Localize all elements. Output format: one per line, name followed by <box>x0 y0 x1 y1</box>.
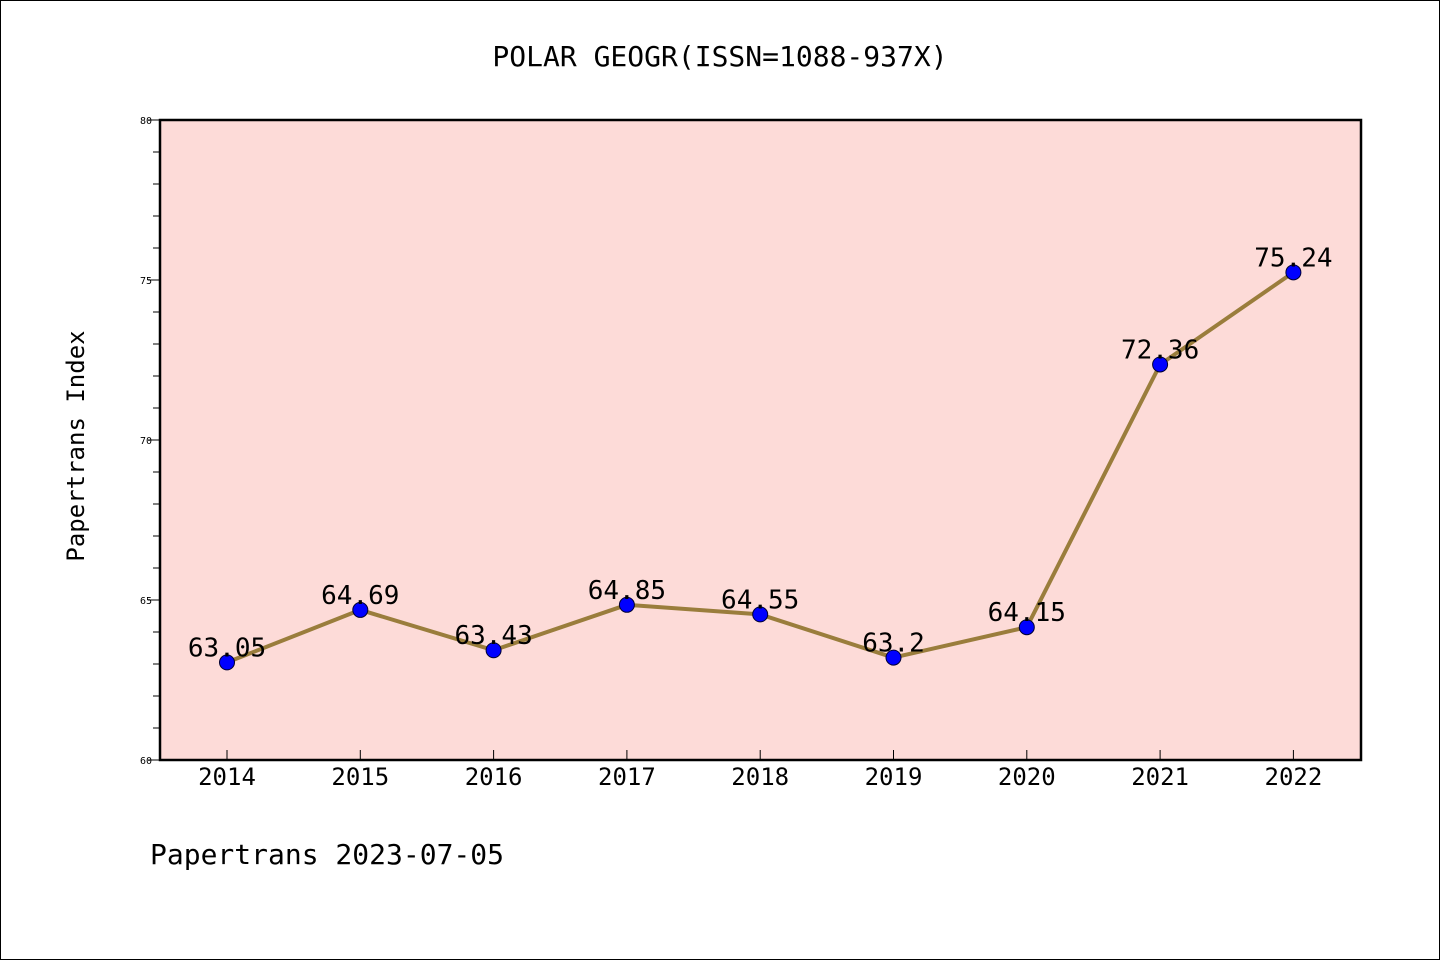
x-axis-ticks: 2014 2015 2016 2017 2018 2019 2020 2021 2022 <box>198 750 1322 791</box>
y-tick-label: 60 <box>140 756 152 767</box>
data-point <box>352 601 369 618</box>
data-point <box>1152 356 1169 373</box>
x-tick-label: 2016 <box>465 763 523 791</box>
y-tick-label: 75 <box>140 276 152 287</box>
data-label: 63.05 <box>188 633 266 663</box>
data-point <box>885 649 902 666</box>
y-axis-label: Papertrans Index <box>62 330 90 561</box>
y-tick-label: 70 <box>140 436 152 447</box>
plot-border <box>158 118 1363 762</box>
footer-text: Papertrans 2023-07-05 <box>150 838 504 871</box>
data-label: 63.43 <box>454 621 532 651</box>
data-point <box>219 654 235 671</box>
x-tick-label: 2020 <box>998 763 1056 791</box>
data-markers <box>219 264 1302 671</box>
x-tick-label: 2014 <box>198 763 256 791</box>
x-tick-label: 2018 <box>731 763 789 791</box>
y-axis-ticks: 60 65 70 75 80 <box>140 116 160 767</box>
data-point <box>1018 619 1035 636</box>
data-label: 63.2 <box>862 629 925 659</box>
data-label: 75.24 <box>1254 243 1332 273</box>
data-point <box>485 642 502 659</box>
x-tick-label: 2019 <box>865 763 923 791</box>
chart-title: POLAR GEOGR(ISSN=1088-937X) <box>492 40 947 73</box>
data-point <box>752 606 769 623</box>
data-labels: 63.05 64.69 63.43 64.85 64.55 63.2 64.15 72.36 7… <box>188 243 1333 663</box>
x-tick-label: 2022 <box>1265 763 1323 791</box>
data-label: 64.85 <box>588 576 666 606</box>
data-point <box>1285 264 1302 281</box>
data-point <box>618 596 635 613</box>
x-tick-label: 2017 <box>598 763 656 791</box>
plot-area <box>160 120 1361 760</box>
data-label: 64.55 <box>721 585 799 615</box>
data-label: 64.15 <box>988 598 1066 628</box>
y-tick-label: 80 <box>140 116 152 127</box>
x-tick-label: 2021 <box>1131 763 1189 791</box>
y-tick-label: 65 <box>140 596 152 607</box>
data-label: 64.69 <box>321 581 399 611</box>
x-tick-label: 2015 <box>331 763 389 791</box>
data-label: 72.36 <box>1121 335 1199 365</box>
